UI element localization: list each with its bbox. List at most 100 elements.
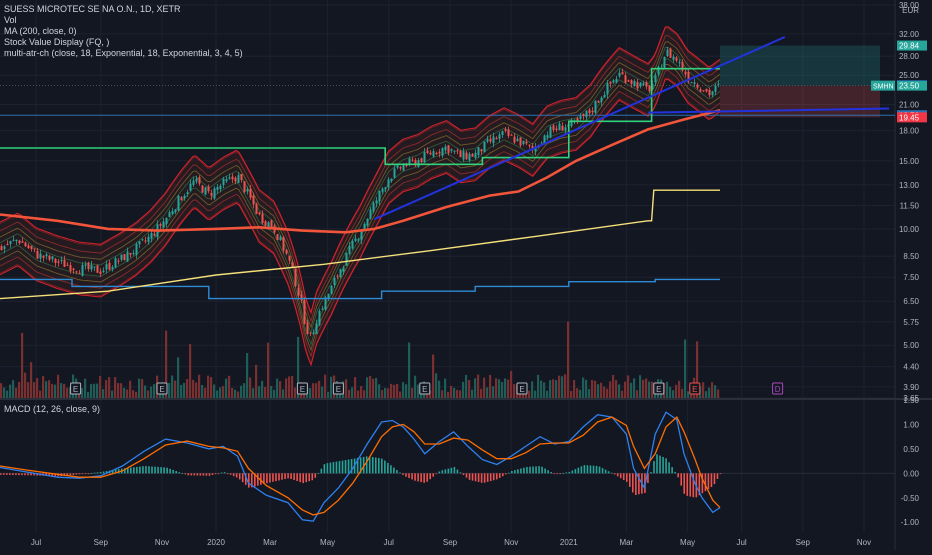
candle <box>222 176 225 189</box>
macd-histogram-bar <box>111 470 114 474</box>
time-axis[interactable]: Jul Sep Nov 2020 Mar May Jul Sep Nov 2021 Mar May Ju… <box>31 538 871 547</box>
candle <box>84 261 87 270</box>
volume-bar <box>555 380 558 398</box>
candle-body <box>468 153 471 161</box>
candle-body <box>222 178 225 186</box>
macd-histogram-bar <box>607 471 610 474</box>
candle-body <box>462 151 465 160</box>
dividend-marker[interactable]: D <box>772 382 784 395</box>
earnings-marker[interactable]: E <box>516 382 528 395</box>
price-label-bg <box>897 80 927 91</box>
candle <box>636 78 639 92</box>
candle-body <box>600 97 603 102</box>
legend-ma[interactable]: MA (200, close, 0) <box>4 26 77 36</box>
candle <box>702 90 705 92</box>
macd-histogram-bar <box>69 473 72 476</box>
candle-body <box>579 116 582 119</box>
volume-bar <box>123 387 126 398</box>
atr-band-lower-2 <box>0 64 721 352</box>
volume-bar <box>87 391 90 398</box>
earnings-marker[interactable]: E <box>419 382 431 395</box>
candle-body <box>378 191 381 202</box>
candle-body <box>609 81 612 84</box>
macd-histogram-bar <box>544 468 546 474</box>
candle-body <box>195 178 198 182</box>
candle-body <box>291 262 294 268</box>
candle <box>387 177 390 191</box>
macd-y-tick-label: -1.00 <box>901 518 920 527</box>
candle-body <box>531 145 534 150</box>
macd-histogram-bar <box>238 473 241 480</box>
volume-bar <box>531 381 534 398</box>
macd-histogram-bar <box>604 469 607 474</box>
candle <box>519 137 522 148</box>
volume-bar <box>6 390 9 398</box>
candle <box>183 193 186 201</box>
earnings-marker[interactable]: E <box>296 382 308 395</box>
macd-histogram-bar <box>489 473 492 482</box>
candle-body <box>702 90 705 92</box>
candle <box>126 247 129 263</box>
macd-histogram-bar <box>169 468 171 474</box>
macd-histogram-bar <box>483 473 486 483</box>
legend-stock-value[interactable]: Stock Value Display (FQ, ) <box>4 37 110 47</box>
candle-body <box>669 48 672 58</box>
candle <box>486 135 489 144</box>
candle-body <box>543 135 546 143</box>
volume-bar <box>21 332 24 398</box>
candle-body <box>594 100 597 113</box>
candle-body <box>51 256 54 260</box>
candle-body <box>582 113 585 117</box>
volume-bar <box>51 383 54 398</box>
legend-atr-channel[interactable]: multi-atr-ch (close, 18, Exponential, 18… <box>4 48 243 58</box>
earnings-marker[interactable]: E <box>156 382 168 395</box>
candle <box>129 252 132 258</box>
candle <box>99 268 102 277</box>
candle-body <box>666 49 669 56</box>
macd-histogram-bar <box>565 472 568 474</box>
candle-body <box>99 271 102 274</box>
macd-histogram-bar <box>553 473 555 475</box>
earnings-marker[interactable]: E <box>70 382 82 395</box>
candle-body <box>375 200 378 204</box>
candle-body <box>429 152 432 155</box>
candle <box>696 82 699 90</box>
candle-body <box>591 110 594 112</box>
volume-bar <box>351 387 354 398</box>
candle <box>411 157 414 162</box>
macd-legend[interactable]: MACD (12, 26, close, 9) <box>4 404 101 414</box>
volume-bar <box>39 390 42 398</box>
volume-bar <box>480 388 483 398</box>
macd-histogram-bar <box>229 473 232 475</box>
legend-vol[interactable]: Vol <box>4 15 17 25</box>
candle <box>345 252 348 266</box>
candle-body <box>360 231 363 241</box>
candle-body <box>120 254 123 260</box>
candle-body <box>615 78 618 83</box>
macd-histogram-bar <box>142 466 144 474</box>
macd-histogram-bar <box>628 473 631 487</box>
macd-histogram-bar <box>250 473 253 488</box>
candle <box>333 275 336 288</box>
candle <box>438 148 441 158</box>
candle-body <box>504 129 507 131</box>
volume-bar <box>312 383 315 398</box>
earnings-marker[interactable]: E <box>653 382 665 395</box>
candle-body <box>264 221 267 226</box>
macd-histogram-bar <box>429 473 432 480</box>
symbol-title[interactable]: SUESS MICROTEC SE NA O.N., 1D, XETR <box>4 4 181 14</box>
earnings-marker[interactable]: E <box>689 382 701 395</box>
candle <box>288 255 291 265</box>
macd-histogram-bar <box>562 472 565 474</box>
volume-bar <box>618 384 621 398</box>
candle <box>177 195 180 212</box>
earnings-marker[interactable]: E <box>332 382 344 395</box>
volume-bar <box>543 382 546 398</box>
macd-histogram-bar <box>659 455 661 474</box>
candle <box>513 132 516 145</box>
macd-y-tick-label: 1.00 <box>903 420 919 429</box>
macd-histogram-bar <box>426 473 428 482</box>
